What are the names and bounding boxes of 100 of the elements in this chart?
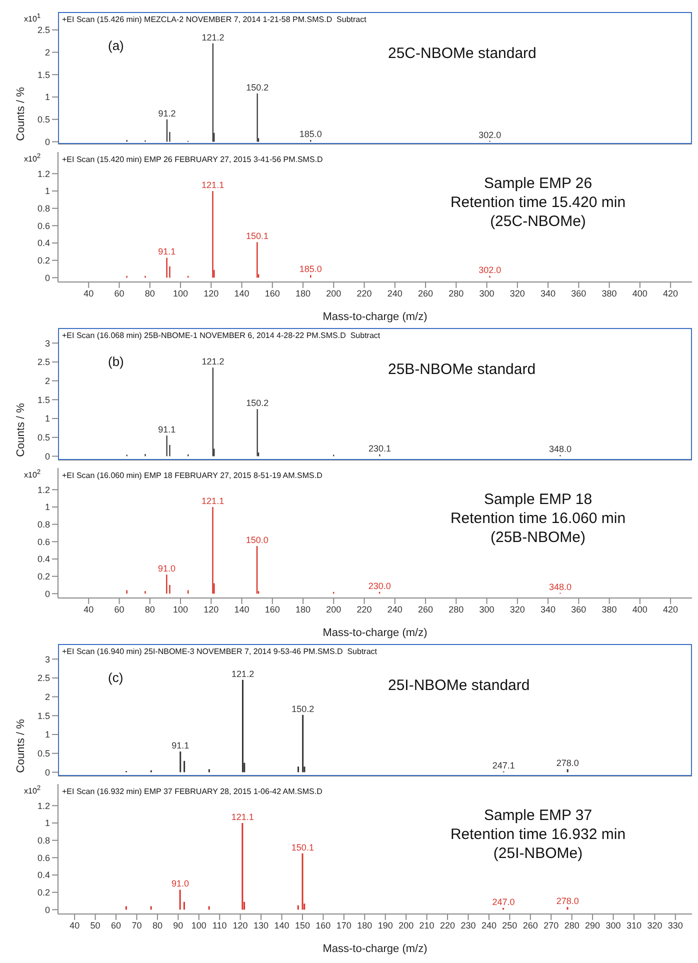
- x-tick-label: 320: [647, 920, 662, 930]
- y-tick-label: 1.2: [37, 484, 50, 495]
- x-tick-label: 160: [264, 604, 280, 614]
- x-tick-label: 40: [84, 604, 94, 614]
- annotation: 302.0: [478, 264, 502, 275]
- annotation: 121.1: [202, 180, 224, 190]
- annotation: 121.2: [202, 32, 224, 42]
- y-tick-label: 0.4: [37, 238, 50, 248]
- annotation: 348.0: [549, 444, 572, 454]
- x-tick-label: 200: [326, 288, 342, 298]
- x-tick-label: 100: [172, 288, 188, 298]
- text: 25I-NBOMe standard: [388, 676, 530, 695]
- annotation: 278.0: [556, 896, 579, 906]
- x-tick-label: 80: [144, 288, 155, 298]
- y-tick-label: 1: [44, 92, 50, 102]
- y-axis-title: Counts / %: [15, 718, 27, 775]
- chart-subtitle: +EI Scan (16.060 min) EMP 18 FEBRUARY 27, 2015 8-51-19 AM.SMS.D: [62, 471, 322, 480]
- x-tick-label: 260: [418, 604, 434, 614]
- x-tick-label: 360: [571, 288, 586, 298]
- y-tick-label: 0.8: [37, 204, 50, 214]
- x-tick-label: 320: [510, 604, 525, 614]
- annotation: 185.0: [299, 264, 322, 274]
- text: x10$^{1}$: [24, 13, 41, 24]
- annotation: 91.1: [172, 740, 190, 750]
- y-tick-label: 0.5: [37, 748, 50, 759]
- x-tick-label: 260: [418, 288, 434, 298]
- x-tick-label: 180: [357, 920, 372, 930]
- x-tick-label: 290: [585, 920, 600, 930]
- y-tick-label: 0.5: [37, 114, 50, 125]
- x-tick-label: 330: [668, 920, 683, 930]
- x-tick-label: 200: [398, 920, 414, 930]
- x-tick-label: 60: [114, 288, 124, 298]
- x-tick-label: 170: [336, 920, 352, 930]
- x-tick-label: 220: [440, 920, 456, 930]
- x-tick-label: 80: [144, 604, 155, 614]
- y-tick-label: 0.8: [37, 520, 50, 530]
- y-tick-label: 1: [44, 818, 50, 828]
- x-tick-label: 180: [296, 604, 311, 614]
- text: x10$^{2}$: [24, 469, 41, 480]
- x-tick-label: 380: [602, 288, 617, 298]
- chart-subtitle: +EI Scan (16.932 min) EMP 37 FEBRUARY 28, 2015 1-06-42 AM.SMS.D: [62, 787, 322, 796]
- text: 25B-NBOMe standard: [388, 360, 536, 379]
- y-tick-label: 0.2: [37, 888, 50, 898]
- x-tick-label: 420: [663, 288, 678, 298]
- x-tick-label: 280: [564, 920, 580, 930]
- x-tick-label: 310: [626, 920, 642, 930]
- annotation: 91.2: [158, 108, 176, 118]
- y-tick-label: 0: [44, 767, 50, 778]
- y-tick-label: 0.8: [37, 836, 50, 846]
- x-tick-label: 100: [172, 604, 188, 614]
- y-tick-label: 1: [44, 186, 50, 196]
- x-tick-label: 340: [540, 604, 556, 614]
- x-tick-label: 180: [296, 288, 311, 298]
- x-tick-label: 160: [316, 920, 331, 930]
- x-tick-label: 160: [264, 288, 280, 298]
- annotation: 230.1: [368, 443, 392, 454]
- x-tick-label: 240: [387, 288, 402, 298]
- y-tick-label: 3: [44, 338, 50, 348]
- y-tick-label: 0.6: [37, 536, 50, 547]
- y-tick-label: 1: [44, 414, 50, 424]
- x-tick-label: 190: [378, 920, 393, 930]
- annotation: 91.1: [158, 424, 176, 434]
- x-tick-label: 250: [502, 920, 518, 930]
- x-axis-title: Mass-to-charge (m/z): [322, 627, 428, 639]
- x-tick-label: 360: [571, 604, 586, 614]
- x-tick-label: 140: [234, 288, 250, 298]
- annotation: 278.0: [556, 758, 579, 768]
- y-tick-label: 0.4: [37, 870, 50, 880]
- y-tick-label: 2.5: [37, 357, 50, 368]
- x-axis-title: Mass-to-charge (m/z): [322, 311, 428, 323]
- x-tick-label: 270: [544, 920, 559, 930]
- annotation: 91.0: [158, 564, 176, 574]
- x-tick-label: 300: [479, 604, 494, 614]
- x-tick-label: 120: [232, 920, 248, 930]
- annotation: 150.2: [292, 704, 314, 714]
- y-tick-label: 2: [44, 692, 50, 702]
- x-tick-label: 110: [212, 920, 227, 930]
- y-tick-label: 0: [44, 588, 50, 599]
- x-tick-label: 60: [114, 604, 124, 614]
- x-tick-label: 120: [204, 604, 219, 614]
- annotation: 91.1: [158, 246, 176, 257]
- y-axis-title: Counts / %: [15, 402, 27, 459]
- y-tick-label: 0.6: [37, 852, 50, 863]
- annotation: (b): [108, 354, 124, 369]
- chart-subtitle: +EI Scan (15.420 min) EMP 26 FEBRUARY 27, 2015 3-41-56 PM.SMS.D: [62, 155, 323, 164]
- x-tick-label: 50: [90, 920, 100, 930]
- x-tick-label: 420: [663, 604, 678, 614]
- text: x10$^{2}$: [24, 785, 41, 796]
- text: x10$^{2}$: [24, 153, 41, 164]
- x-tick-label: 340: [540, 288, 556, 298]
- text: 25C-NBOMe standard: [388, 44, 536, 63]
- y-tick-label: 1.5: [37, 70, 50, 80]
- x-tick-label: 220: [356, 604, 372, 614]
- annotation: (c): [108, 670, 124, 685]
- y-tick-label: 1.2: [37, 168, 50, 179]
- annotation: 247.1: [492, 760, 515, 770]
- x-tick-label: 70: [132, 920, 142, 930]
- x-tick-label: 210: [419, 920, 434, 930]
- chart-subtitle: +EI Scan (16.068 min) 25B-NBOME-1 NOVEMBER 6, 2014 4-28-22 PM.SMS.D Subtract: [62, 331, 380, 340]
- y-tick-label: 2: [44, 47, 50, 58]
